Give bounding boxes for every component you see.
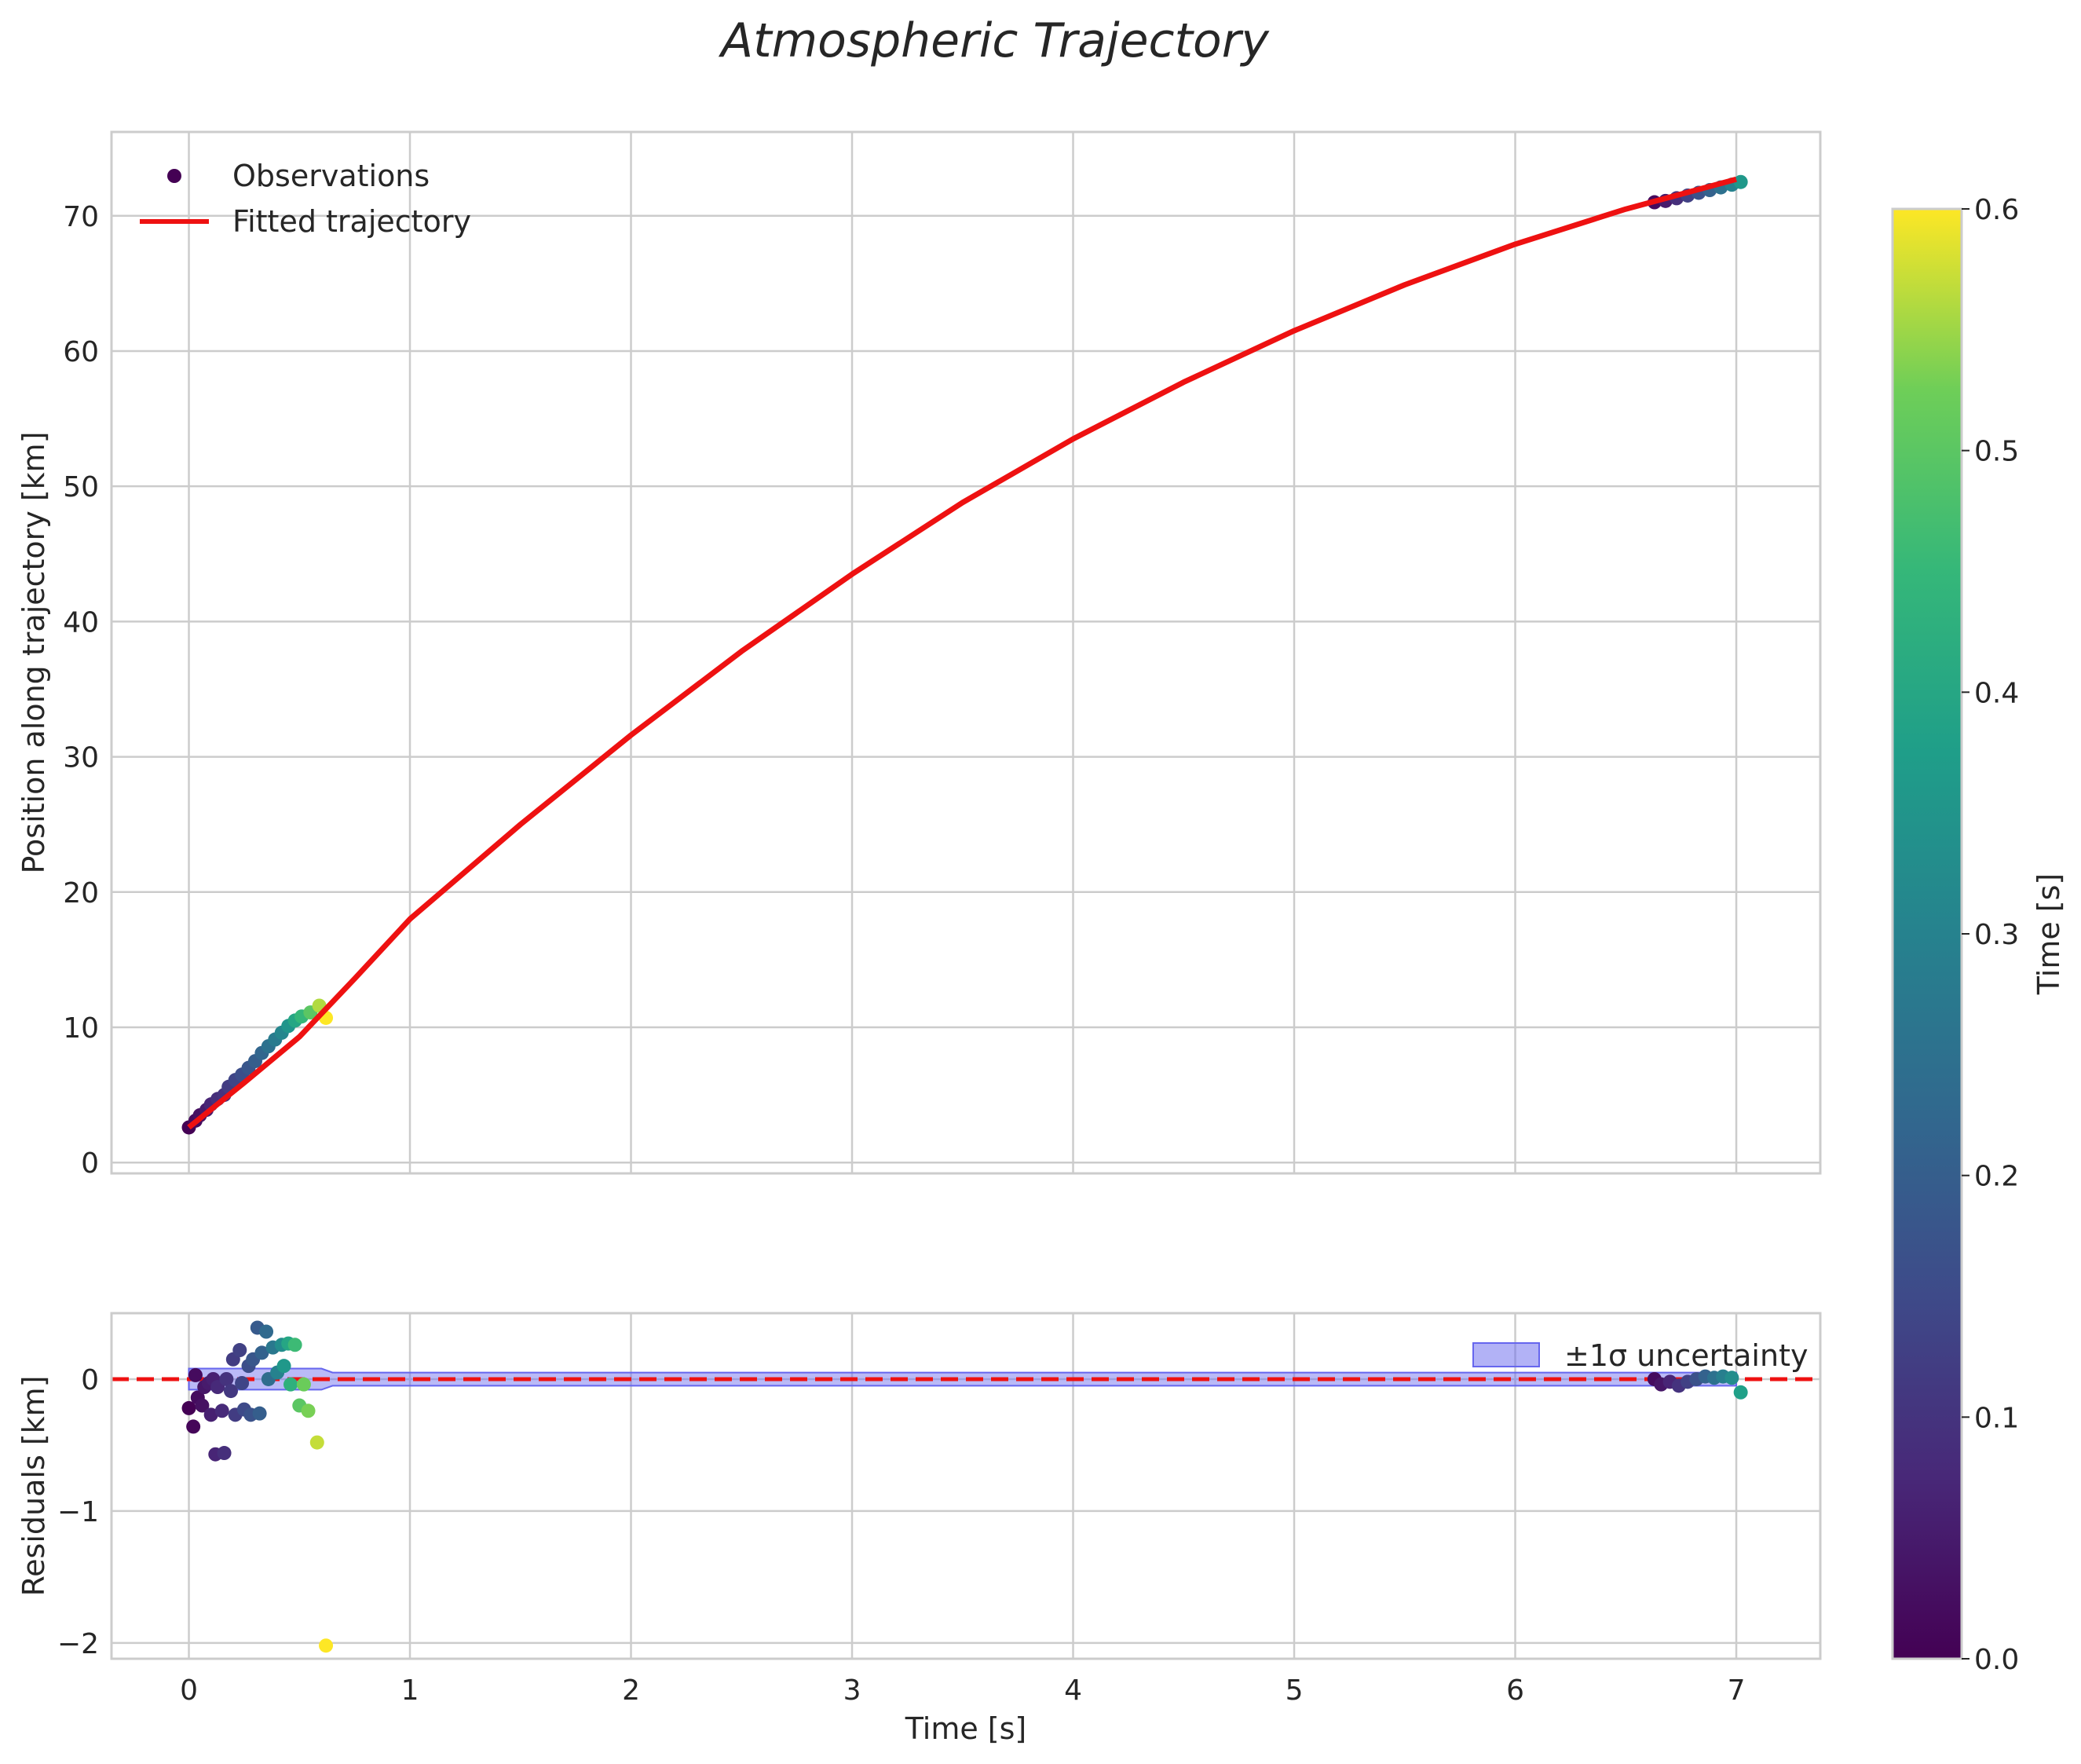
residual-point — [309, 1435, 324, 1450]
legend-observations-marker — [167, 169, 181, 183]
colorbar-tick-label: 0.5 — [1974, 436, 2019, 468]
x-tick-label: 2 — [622, 1674, 640, 1707]
residual-point — [217, 1446, 232, 1461]
trajectory-y-tick-label: 50 — [63, 471, 99, 503]
residual-point — [276, 1359, 291, 1374]
x-tick-label: 7 — [1728, 1674, 1746, 1707]
observation-point — [1733, 174, 1748, 189]
trajectory-gridlines — [112, 132, 1820, 1173]
residuals-legend[interactable]: ±1σ uncertainty — [1472, 1338, 1808, 1373]
residuals-tick-labels: 0 1 2 3 4 5 6 7 −2 −1 0 — [57, 1364, 1746, 1707]
residual-point — [1724, 1371, 1739, 1385]
residual-point — [224, 1384, 239, 1399]
trajectory-y-tick-label: 10 — [63, 1012, 99, 1045]
residual-point — [181, 1400, 196, 1415]
colorbar: 0.0 0.1 0.2 0.3 0.4 0.5 0.6 Time [s] — [1891, 194, 2066, 1676]
colorbar-tick-label: 0.6 — [1974, 194, 2019, 226]
fitted-trajectory-line — [187, 176, 1737, 1130]
colorbar-tick-label: 0.4 — [1974, 677, 2019, 709]
legend-uncertainty-label: ±1σ uncertainty — [1564, 1338, 1808, 1373]
residuals-axes-frame — [110, 1312, 1822, 1660]
residual-point — [203, 1407, 218, 1422]
residual-point — [1733, 1385, 1748, 1400]
residual-point — [232, 1343, 247, 1358]
trajectory-tick-labels: 0 10 20 30 40 50 60 70 — [63, 201, 99, 1180]
colorbar-tick-labels: 0.0 0.1 0.2 0.3 0.4 0.5 0.6 — [1962, 194, 2019, 1676]
residuals-plot-area — [112, 1320, 1820, 1653]
trajectory-legend[interactable]: Observations Fitted trajectory — [140, 159, 471, 239]
x-tick-label: 5 — [1286, 1674, 1304, 1707]
residual-point — [186, 1419, 201, 1434]
residual-point — [235, 1376, 250, 1391]
x-tick-label: 1 — [401, 1674, 419, 1707]
residuals-y-tick-label: −1 — [57, 1496, 99, 1528]
trajectory-y-axis-label: Position along trajectory [km] — [16, 431, 51, 873]
trajectory-y-tick-label: 40 — [63, 606, 99, 639]
legend-observations-label: Observations — [232, 159, 430, 193]
residual-point — [296, 1377, 311, 1392]
colorbar-tick-label: 0.3 — [1974, 919, 2019, 951]
colorbar-label: Time [s] — [2032, 873, 2066, 996]
residual-point — [283, 1377, 298, 1392]
residuals-y-axis-label: Residuals [km] — [16, 1375, 51, 1596]
colorbar-tick-label: 0.2 — [1974, 1161, 2019, 1193]
residual-point — [195, 1398, 210, 1413]
residuals-y-tick-label: −2 — [57, 1628, 99, 1660]
trajectory-y-tick-label: 20 — [63, 877, 99, 909]
chart-title: Atmospheric Trajectory — [718, 13, 1270, 68]
trajectory-y-tick-label: 60 — [63, 336, 99, 368]
trajectory-y-tick-label: 30 — [63, 742, 99, 774]
residual-point — [188, 1367, 203, 1382]
colorbar-tick-label: 0.0 — [1974, 1644, 2019, 1676]
trajectory-plot-area — [181, 174, 1748, 1135]
residual-point — [214, 1404, 229, 1418]
x-tick-label: 6 — [1506, 1674, 1524, 1707]
x-axis-label: Time [s] — [905, 1711, 1027, 1746]
x-tick-label: 4 — [1064, 1674, 1082, 1707]
legend-fitted-trajectory-label: Fitted trajectory — [232, 204, 471, 239]
x-tick-label: 0 — [180, 1674, 198, 1707]
residual-point — [252, 1406, 267, 1421]
x-tick-label: 3 — [843, 1674, 861, 1707]
trajectory-y-tick-label: 70 — [63, 201, 99, 233]
colorbar-gradient — [1891, 207, 1963, 1660]
residual-point — [259, 1324, 274, 1339]
residual-point — [319, 1638, 334, 1653]
residuals-y-tick-label: 0 — [81, 1364, 99, 1396]
legend-uncertainty-patch — [1472, 1342, 1540, 1367]
trajectory-panel: 0 10 20 30 40 50 60 70 Position along trajector… — [16, 130, 1822, 1180]
residuals-panel: 0 1 2 3 4 5 6 7 −2 −1 0 Residuals [km] Time [s] ±1… — [16, 1312, 1822, 1746]
colorbar-tick-label: 0.1 — [1974, 1402, 2019, 1434]
residual-point — [301, 1404, 316, 1418]
trajectory-y-tick-label: 0 — [81, 1147, 99, 1180]
residual-point — [254, 1345, 269, 1360]
trajectory-axes-frame — [110, 130, 1822, 1175]
residual-point — [219, 1371, 234, 1386]
residual-point — [287, 1338, 302, 1352]
